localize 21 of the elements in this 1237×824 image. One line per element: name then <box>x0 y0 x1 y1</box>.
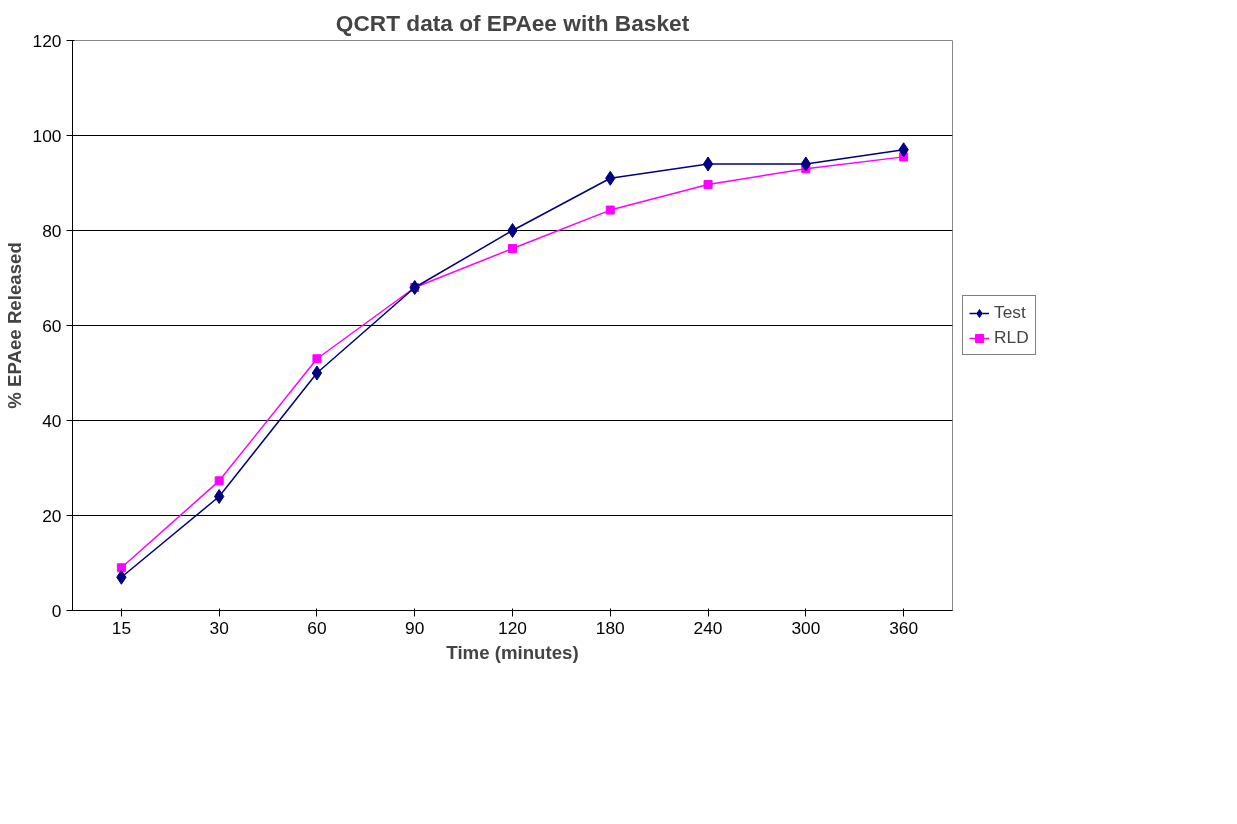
y-tick-label: 60 <box>42 315 62 336</box>
x-tick-label: 360 <box>889 617 919 638</box>
y-tick-label: 20 <box>42 505 62 526</box>
x-tick-label: 90 <box>405 617 425 638</box>
x-tick-label: 240 <box>693 617 723 638</box>
y-tick-label: 80 <box>42 220 62 241</box>
x-tick-label: 300 <box>791 617 821 638</box>
y-tick-label: 100 <box>32 125 62 146</box>
y-tick-label: 0 <box>51 600 62 621</box>
x-tick-label: 120 <box>498 617 527 638</box>
legend-label: Test <box>994 302 1026 323</box>
legend-label: RLD <box>994 327 1029 348</box>
x-tick-label: 60 <box>307 617 327 638</box>
chart-title: QCRT data of EPAee with Basket <box>335 9 690 36</box>
x-axis-title: Time (minutes) <box>446 641 579 663</box>
y-axis-title: % EPAee Released <box>3 242 25 409</box>
x-tick-label: 180 <box>595 617 625 638</box>
x-tick-label: 30 <box>209 617 229 638</box>
y-tick-label: 40 <box>42 410 62 431</box>
y-tick-label: 120 <box>32 30 62 51</box>
x-tick-label: 15 <box>111 617 132 638</box>
